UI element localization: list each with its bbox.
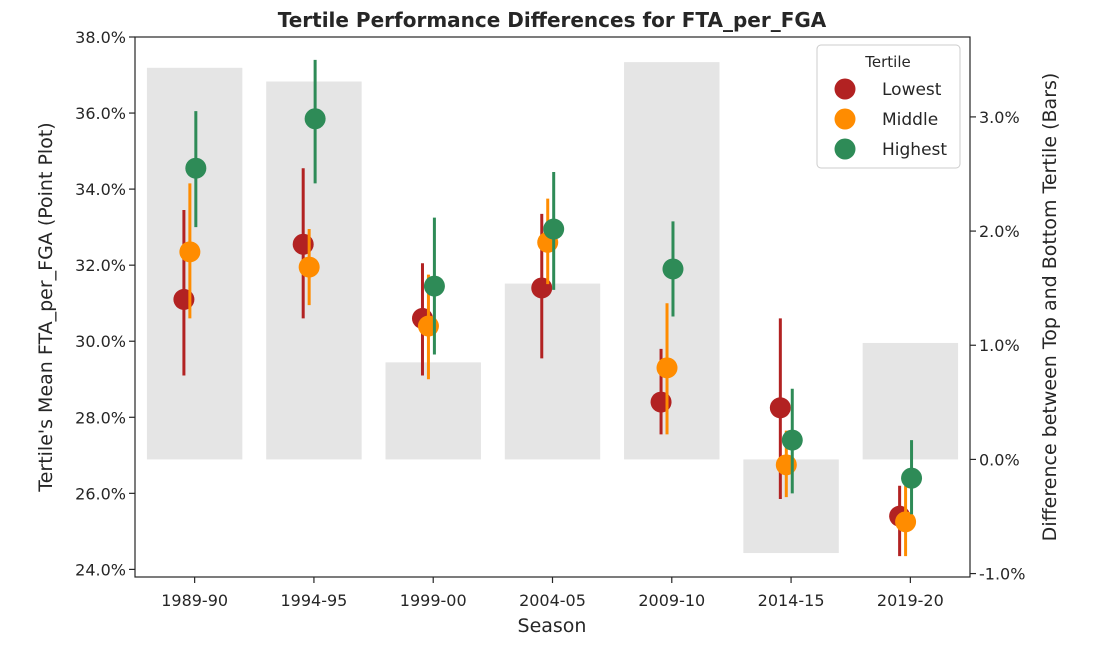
left-tick-label: 30.0%: [75, 332, 126, 351]
right-tick-label: 1.0%: [979, 336, 1020, 355]
data-point: [423, 275, 445, 297]
left-tick-label: 32.0%: [75, 256, 126, 275]
legend-marker: [834, 138, 856, 160]
data-point: [656, 357, 678, 379]
x-tick-label: 1994-95: [280, 591, 347, 610]
right-tick-label: 3.0%: [979, 108, 1020, 127]
left-y-axis: 24.0% 26.0% 28.0% 30.0% 32.0% 34.0% 36.0% 38.0%: [75, 28, 135, 579]
x-tick-label: 1999-00: [400, 591, 467, 610]
left-tick-label: 38.0%: [75, 28, 126, 47]
right-axis-label: Difference between Top and Bottom Tertil…: [1039, 73, 1061, 542]
right-tick-label: 0.0%: [979, 450, 1020, 469]
data-point: [298, 256, 320, 278]
left-tick-label: 34.0%: [75, 180, 126, 199]
data-point: [895, 511, 917, 533]
x-tick-label: 1989-90: [161, 591, 228, 610]
tertile-points: [173, 59, 923, 557]
x-axis: 1989-90 1994-95 1999-00 2004-05 2009-10 2014-…: [161, 577, 944, 610]
x-tick-label: 2014-15: [758, 591, 825, 610]
data-point: [662, 258, 684, 280]
data-point: [304, 108, 326, 130]
left-tick-label: 28.0%: [75, 408, 126, 427]
data-point: [781, 429, 803, 451]
legend-label: Lowest: [882, 80, 942, 100]
x-tick-label: 2004-05: [519, 591, 586, 610]
legend-label: Middle: [882, 110, 938, 130]
legend-entry-highest: Highest: [834, 138, 947, 160]
legend-title: Tertile: [864, 53, 910, 71]
right-tick-label: 2.0%: [979, 222, 1020, 241]
right-tick-label: -1.0%: [979, 565, 1025, 584]
legend-entry-middle: Middle: [834, 108, 938, 130]
legend-marker: [834, 78, 856, 100]
left-tick-label: 26.0%: [75, 484, 126, 503]
difference-bar: [385, 362, 481, 460]
right-y-axis: -1.0% 0.0% 1.0% 2.0% 3.0%: [970, 108, 1025, 584]
data-point: [185, 157, 207, 179]
data-point: [179, 241, 201, 263]
data-point: [901, 467, 923, 489]
data-point: [543, 218, 565, 240]
left-tick-label: 24.0%: [75, 560, 126, 579]
x-axis-label: Season: [518, 615, 587, 637]
difference-bar: [862, 342, 959, 460]
legend-entry-lowest: Lowest: [834, 78, 942, 100]
legend-label: Highest: [882, 140, 947, 160]
legend-box: [816, 44, 961, 169]
left-axis-label: Tertile's Mean FTA_per_FGA (Point Plot): [35, 122, 57, 492]
legend: Tertile Lowest Middle Highest: [816, 44, 961, 169]
x-tick-label: 2009-10: [638, 591, 705, 610]
chart-title: Tertile Performance Differences for FTA_…: [278, 8, 827, 32]
data-point: [769, 397, 791, 419]
series-highest: [185, 59, 923, 515]
legend-marker: [834, 108, 856, 130]
x-tick-label: 2019-20: [877, 591, 944, 610]
left-tick-label: 36.0%: [75, 104, 126, 123]
difference-bar: [504, 283, 601, 460]
